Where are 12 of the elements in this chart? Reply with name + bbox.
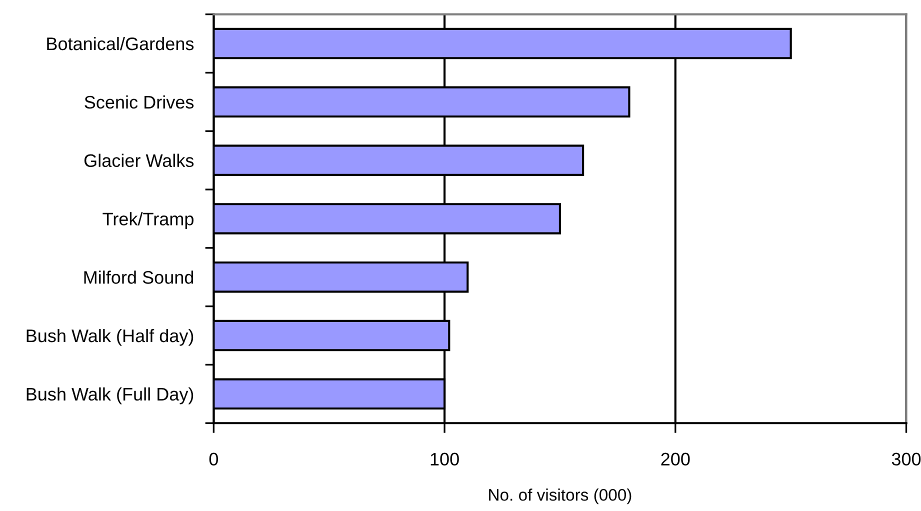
x-tick-label: 100: [430, 452, 459, 466]
y-tick-label: Milford Sound: [84, 270, 194, 284]
y-tick-label: Trek/Tramp: [102, 212, 194, 229]
y-tick-label: Bush Walk (Full Day): [26, 387, 194, 404]
y-tick-label: Scenic Drives: [84, 95, 194, 109]
x-tick-label: 200: [661, 452, 690, 466]
x-tick-label: 300: [892, 452, 921, 466]
y-tick-label: Glacier Walks: [84, 154, 194, 168]
x-tick-label: 0: [209, 452, 218, 466]
x-axis-title: No. of visitors (000): [489, 488, 632, 504]
y-tick-label: Bush Walk (Half day): [26, 328, 194, 346]
y-tick-label: Botanical/Gardens: [47, 36, 194, 50]
